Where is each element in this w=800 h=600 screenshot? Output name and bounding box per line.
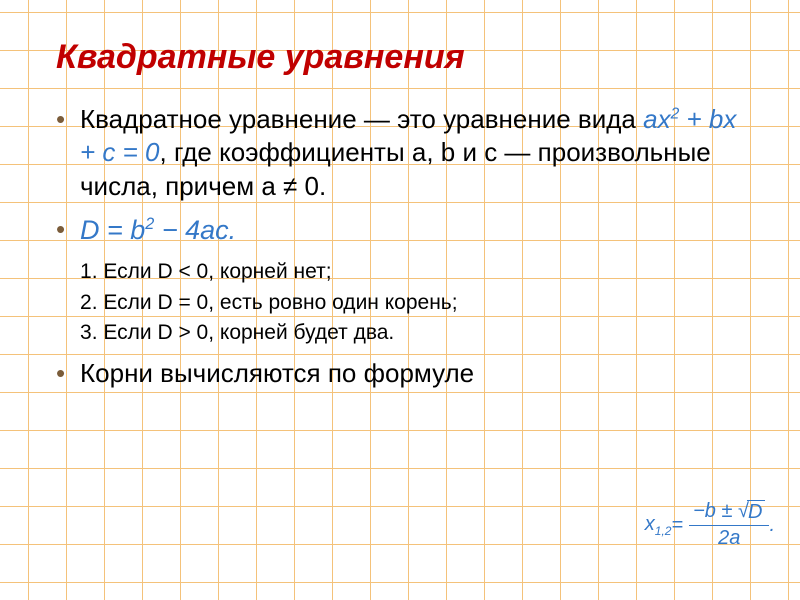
- case-2: Если D = 0, есть ровно один корень;: [80, 288, 750, 318]
- slide-title: Квадратные уравнения: [56, 38, 750, 77]
- disc-exp: 2: [145, 215, 154, 233]
- bullet-list: Квадратное уравнение — это уравнение вид…: [50, 103, 750, 247]
- fraction: −b ± √D 2a: [689, 500, 769, 550]
- discriminant-item: D = b2 − 4ac.: [50, 213, 750, 248]
- x-var: x: [645, 513, 655, 535]
- discriminant-formula: D = b2 − 4ac.: [80, 215, 236, 245]
- bullet-list-2: Корни вычисляются по формуле: [50, 357, 750, 390]
- denominator: 2a: [718, 526, 740, 550]
- definition-lead: Квадратное уравнение — это уравнение вид…: [80, 104, 643, 134]
- definition-tail: , где коэффициенты a, b и c — произвольн…: [80, 137, 711, 200]
- disc-lhs: D = b: [80, 215, 145, 245]
- sqrt-body: D: [747, 500, 765, 524]
- disc-rhs: − 4ac.: [154, 215, 236, 245]
- num-prefix: −b ±: [693, 500, 738, 522]
- formula-a: ax: [643, 104, 670, 134]
- cases-list: Если D < 0, корней нет; Если D = 0, есть…: [80, 257, 750, 348]
- roots-formula: x1,2 = −b ± √D 2a .: [645, 500, 775, 550]
- slide-content: Квадратные уравнения Квадратное уравнени…: [0, 0, 800, 420]
- definition-item: Квадратное уравнение — это уравнение вид…: [50, 103, 750, 203]
- sqrt: √D: [738, 500, 765, 524]
- numerator: −b ± √D: [689, 500, 769, 526]
- roots-text-item: Корни вычисляются по формуле: [50, 357, 750, 390]
- case-3: Если D > 0, корней будет два.: [80, 318, 750, 348]
- equals-sign: =: [671, 514, 683, 537]
- x-label: x1,2: [645, 513, 672, 538]
- case-1: Если D < 0, корней нет;: [80, 257, 750, 287]
- formula-tail: .: [769, 514, 775, 537]
- formula-exp: 2: [671, 105, 680, 122]
- x-sub: 1,2: [655, 524, 672, 538]
